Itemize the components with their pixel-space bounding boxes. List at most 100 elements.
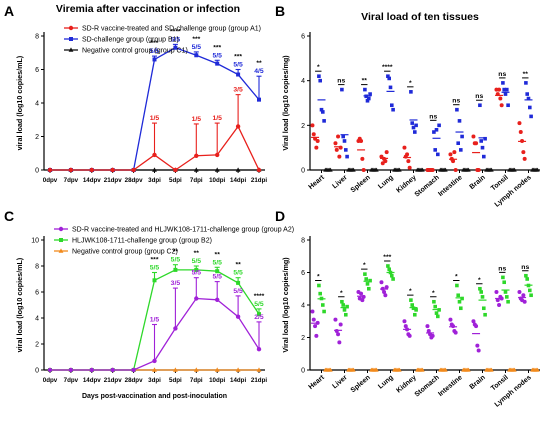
- b-point: [459, 148, 463, 152]
- a-ratio-label: 1/5: [150, 115, 160, 122]
- b-sig-label: ns: [498, 71, 506, 78]
- c-xtick-label: 21dpi: [251, 377, 267, 384]
- d-point: [425, 324, 430, 329]
- b-point: [391, 107, 395, 112]
- b-point: [479, 139, 483, 143]
- a-ratio-label: 5/5: [212, 52, 222, 59]
- b-point: [420, 167, 425, 172]
- b-point: [474, 141, 479, 146]
- a-point: [173, 167, 178, 173]
- d-ytick-label: 0: [301, 368, 305, 375]
- b-point: [315, 138, 320, 143]
- d-point: [489, 367, 494, 372]
- d-point: [505, 295, 509, 299]
- a-legend-marker: [69, 37, 73, 41]
- d-point: [502, 280, 506, 285]
- a-ytick-label: 6: [35, 67, 39, 74]
- b-point: [340, 87, 344, 92]
- b-point: [363, 87, 367, 92]
- b-point: [453, 168, 458, 172]
- c-ratio-label: 5/5: [192, 258, 202, 265]
- c-xtick-label: 14dpv: [83, 377, 101, 384]
- b-point: [319, 107, 324, 112]
- d-point: [460, 296, 464, 301]
- a-ratio-label: 3/5: [233, 87, 243, 94]
- d-point: [475, 343, 480, 348]
- a-sig-label: ***: [213, 44, 221, 51]
- b-point: [512, 167, 517, 172]
- b-point: [456, 141, 460, 145]
- d-point: [459, 306, 463, 311]
- d-point: [451, 324, 456, 329]
- a-point: [215, 61, 220, 66]
- b-point: [499, 103, 504, 108]
- b-point: [535, 167, 540, 172]
- d-point: [367, 286, 371, 291]
- b-sig-label: ****: [382, 64, 393, 71]
- b-xtick-label: Stomach: [414, 174, 441, 198]
- d-ytick-label: 4: [301, 303, 305, 310]
- panel-d-chart: 0 2 4 6 8 Viral load (log10 copies/mg) Heart * L…: [281, 236, 540, 409]
- c-xtick-label: 7dpi: [190, 377, 203, 384]
- d-point: [314, 333, 319, 338]
- d-point: [434, 311, 439, 315]
- b-point: [359, 138, 364, 143]
- b-point: [497, 87, 502, 92]
- a-legend-marker: [68, 47, 74, 52]
- b-title: Viral load of ten tissues: [361, 11, 479, 23]
- d-xtick-label: Stomach: [414, 374, 441, 398]
- b-point: [521, 150, 526, 155]
- b-point: [379, 154, 384, 159]
- b-point: [383, 159, 388, 164]
- d-point: [317, 283, 321, 288]
- b-point: [526, 96, 531, 101]
- d-point: [368, 278, 372, 283]
- c-point: [193, 367, 199, 372]
- b-point: [387, 76, 391, 81]
- b-point: [397, 167, 402, 172]
- d-sig-label: ns: [521, 264, 529, 271]
- panel-a-chart: Viremia after vaccination or infection 0 2…: [15, 3, 267, 184]
- b-ytick-label: 2: [301, 123, 305, 130]
- c-ratio-label: 2/5: [254, 314, 264, 321]
- d-point: [466, 367, 471, 372]
- c-ratio-label: 5/5: [212, 259, 222, 266]
- a-point: [215, 152, 220, 158]
- c-xtick-label: 28dpv: [125, 377, 143, 384]
- a-point: [131, 167, 136, 173]
- d-point: [476, 348, 481, 353]
- d-point: [382, 290, 387, 294]
- b-point: [432, 130, 436, 134]
- d-point: [328, 367, 333, 372]
- b-point: [457, 119, 462, 123]
- b-point: [361, 168, 366, 172]
- d-sig-label: *: [432, 290, 435, 297]
- d-point: [387, 267, 391, 272]
- a-ratio-label: 5/5: [192, 44, 202, 51]
- b-ytick-label: 0: [301, 168, 305, 175]
- b-point: [374, 167, 379, 172]
- b-point: [365, 98, 370, 103]
- d-point: [337, 340, 342, 345]
- b-point: [337, 154, 342, 159]
- b-xtick-label: Intestine: [437, 174, 464, 198]
- c-ratio-label: 5/5: [212, 274, 222, 281]
- c-ratio-label: 5/5: [192, 270, 202, 277]
- b-ytick-label: 4: [301, 78, 305, 85]
- c-point: [235, 367, 241, 372]
- b-point: [502, 87, 506, 92]
- b-point: [528, 105, 532, 110]
- d-sig-label: ***: [383, 254, 391, 261]
- d-point: [351, 367, 356, 372]
- b-point: [437, 123, 441, 128]
- d-point: [402, 319, 407, 324]
- b-point: [342, 139, 347, 143]
- b-point: [501, 81, 505, 85]
- a-xtick-label: 21dpi: [251, 177, 267, 184]
- d-point: [494, 290, 499, 294]
- c-point: [194, 296, 199, 301]
- a-point: [47, 167, 53, 173]
- d-point: [483, 312, 487, 317]
- d-point: [503, 290, 508, 294]
